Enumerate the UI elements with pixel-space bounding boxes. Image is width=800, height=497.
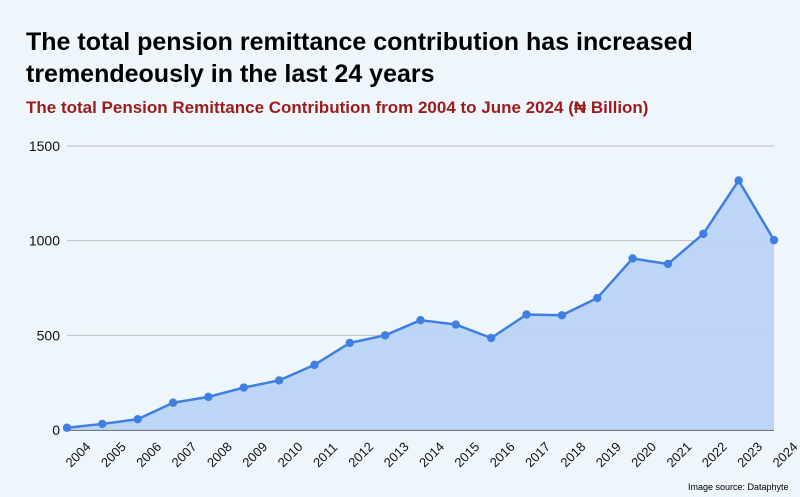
y-tick-label: 0	[52, 422, 60, 438]
chart-title: The total pension remittance contributio…	[26, 28, 693, 88]
data-point-2009	[239, 383, 248, 392]
data-point-2019	[593, 293, 602, 303]
x-tick-label: 2011	[310, 440, 340, 470]
x-tick-label: 2018	[557, 439, 588, 470]
x-tick-label: 2010	[275, 439, 306, 470]
data-point-2006	[133, 415, 142, 424]
y-axis-ticks: 0 500 1000 1500	[29, 138, 60, 438]
x-tick-label: 2020	[628, 439, 659, 470]
data-point-2023	[734, 176, 743, 185]
x-tick-label: 2012	[345, 439, 376, 470]
data-point-2015	[451, 320, 461, 329]
x-tick-label: 2023	[734, 439, 765, 470]
data-point-2018	[557, 311, 567, 320]
data-point-2011	[310, 360, 319, 370]
x-tick-label: 2014	[416, 439, 447, 470]
data-point-2020	[628, 254, 637, 263]
data-point-2016	[487, 333, 496, 343]
data-point-2022	[699, 229, 708, 239]
data-point-2014	[416, 315, 425, 325]
data-point-2017	[522, 310, 531, 319]
x-axis-ticks: 2004 2005 2006 2007 2008 2009 2010 2011 2012 2013…	[63, 439, 800, 470]
data-point-2010	[274, 376, 284, 385]
data-point-2007	[168, 398, 178, 407]
data-point-2013	[380, 331, 390, 340]
x-tick-label: 2016	[487, 439, 518, 470]
chart-subtitle: The total Pension Remittance Contributio…	[26, 98, 649, 117]
x-tick-label: 2004	[63, 439, 94, 470]
x-tick-label: 2015	[451, 439, 482, 470]
image-credit: Image source: Dataphyte	[688, 482, 789, 492]
x-tick-label: 2008	[204, 439, 235, 470]
y-tick-label: 1500	[29, 138, 60, 154]
area-layer	[67, 180, 774, 430]
x-tick-label: 2006	[133, 439, 164, 470]
x-tick-label: 2013	[381, 439, 412, 470]
data-points	[62, 176, 779, 432]
x-tick-label: 2005	[98, 439, 129, 470]
data-point-2024	[769, 235, 779, 245]
x-tick-label: 2017	[522, 439, 553, 470]
data-point-2008	[204, 392, 213, 402]
data-point-2021	[663, 259, 673, 269]
x-tick-label: 2007	[169, 439, 200, 470]
data-point-2005	[98, 419, 107, 429]
x-tick-label: 2024	[770, 439, 800, 470]
y-tick-label: 1000	[29, 233, 60, 249]
series-area	[67, 180, 774, 430]
x-tick-label: 2022	[699, 439, 730, 470]
data-point-2012	[345, 338, 354, 348]
x-tick-label: 2009	[239, 439, 270, 470]
y-tick-label: 500	[37, 327, 61, 343]
x-tick-label: 2019	[593, 439, 624, 470]
x-tick-label: 2021	[663, 439, 694, 470]
data-point-2004	[62, 423, 72, 432]
